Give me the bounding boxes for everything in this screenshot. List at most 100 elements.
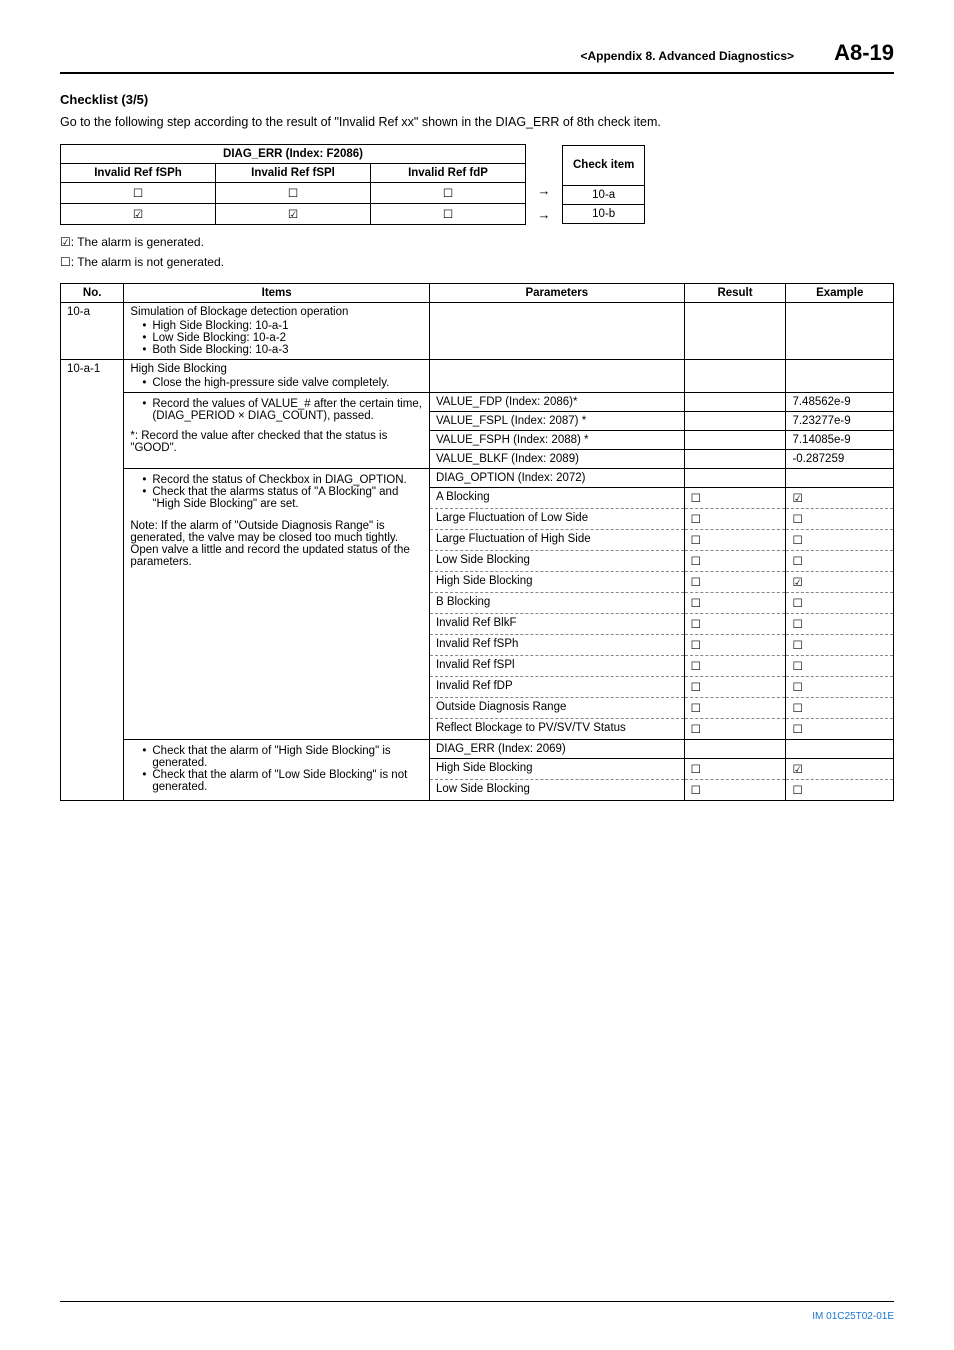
param: Invalid Ref BlkF bbox=[429, 614, 684, 635]
row-no-empty bbox=[61, 393, 124, 412]
bullet: Check that the alarms status of "A Block… bbox=[142, 486, 423, 510]
param-head: DIAG_OPTION (Index: 2072) bbox=[429, 469, 684, 488]
param: Invalid Ref fDP bbox=[429, 677, 684, 698]
row-no-empty bbox=[61, 572, 124, 593]
row-no-empty bbox=[61, 759, 124, 780]
example: ☑ bbox=[786, 572, 894, 593]
row-items: Record the status of Checkbox in DIAG_OP… bbox=[124, 469, 430, 740]
result bbox=[684, 469, 786, 488]
example: ☐ bbox=[786, 509, 894, 530]
row-result bbox=[684, 360, 786, 393]
result bbox=[684, 450, 786, 469]
param: VALUE_BLKF (Index: 2089) bbox=[429, 450, 684, 469]
arrow-icon: → bbox=[538, 181, 551, 201]
row-no-empty bbox=[61, 593, 124, 614]
result: ☐ bbox=[684, 509, 786, 530]
result: ☐ bbox=[684, 593, 786, 614]
diag-note: Note: If the alarm of "Outside Diagnosis… bbox=[130, 520, 423, 568]
result: ☐ bbox=[684, 759, 786, 780]
result: ☐ bbox=[684, 614, 786, 635]
diag-cell: ☐ bbox=[216, 182, 371, 203]
example: -0.287259 bbox=[786, 450, 894, 469]
row-params bbox=[429, 303, 684, 360]
row-no-empty bbox=[61, 530, 124, 551]
result: ☐ bbox=[684, 551, 786, 572]
bullet: High Side Blocking: 10-a-1 bbox=[142, 320, 423, 332]
example: ☐ bbox=[786, 551, 894, 572]
diag-col-1: Invalid Ref fSPl bbox=[216, 163, 371, 182]
param: VALUE_FSPL (Index: 2087) * bbox=[429, 412, 684, 431]
example: ☐ bbox=[786, 780, 894, 801]
result bbox=[684, 393, 786, 412]
result: ☐ bbox=[684, 488, 786, 509]
appendix-label: <Appendix 8. Advanced Diagnostics> bbox=[580, 49, 794, 63]
diag-col-2: Invalid Ref fdP bbox=[371, 163, 526, 182]
bullet: Both Side Blocking: 10-a-3 bbox=[142, 344, 423, 356]
param: Outside Diagnosis Range bbox=[429, 698, 684, 719]
page-header: <Appendix 8. Advanced Diagnostics> A8-19 bbox=[60, 40, 894, 74]
bullet: Record the status of Checkbox in DIAG_OP… bbox=[142, 474, 423, 486]
param: Invalid Ref fSPh bbox=[429, 635, 684, 656]
param: B Blocking bbox=[429, 593, 684, 614]
param: Low Side Blocking bbox=[429, 780, 684, 801]
result: ☐ bbox=[684, 780, 786, 801]
param: VALUE_FDP (Index: 2086)* bbox=[429, 393, 684, 412]
row-result bbox=[684, 303, 786, 360]
example: ☐ bbox=[786, 614, 894, 635]
th-params: Parameters bbox=[429, 284, 684, 303]
legend-off: ☐: The alarm is not generated. bbox=[60, 255, 894, 269]
row-no-empty bbox=[61, 551, 124, 572]
row-no-empty bbox=[61, 469, 124, 488]
result: ☐ bbox=[684, 677, 786, 698]
row-no-empty bbox=[61, 431, 124, 450]
legend-on: ☑: The alarm is generated. bbox=[60, 235, 894, 249]
check-row: 10-b bbox=[563, 204, 645, 223]
bullet: Check that the alarm of "Low Side Blocki… bbox=[142, 769, 423, 793]
diag-cell: ☑ bbox=[216, 203, 371, 224]
diag-table-title: DIAG_ERR (Index: F2086) bbox=[61, 144, 526, 163]
example: 7.14085e-9 bbox=[786, 431, 894, 450]
bullet: Check that the alarm of "High Side Block… bbox=[142, 745, 423, 769]
param: A Blocking bbox=[429, 488, 684, 509]
row-no-empty bbox=[61, 656, 124, 677]
example: ☐ bbox=[786, 677, 894, 698]
result bbox=[684, 412, 786, 431]
result: ☐ bbox=[684, 656, 786, 677]
example: ☐ bbox=[786, 530, 894, 551]
param: High Side Blocking bbox=[429, 759, 684, 780]
intro-text: Go to the following step according to th… bbox=[60, 115, 894, 129]
page-number: A8-19 bbox=[834, 40, 894, 66]
items-title: High Side Blocking bbox=[130, 363, 227, 375]
diag-col-0: Invalid Ref fSPh bbox=[61, 163, 216, 182]
result: ☐ bbox=[684, 719, 786, 740]
top-tables: DIAG_ERR (Index: F2086) Invalid Ref fSPh… bbox=[60, 143, 894, 225]
result bbox=[684, 431, 786, 450]
footer-docid: IM 01C25T02-01E bbox=[812, 1311, 894, 1322]
diag-cell: ☐ bbox=[61, 182, 216, 203]
param: Low Side Blocking bbox=[429, 551, 684, 572]
example: 7.23277e-9 bbox=[786, 412, 894, 431]
row-no-empty bbox=[61, 698, 124, 719]
row-no-empty bbox=[61, 614, 124, 635]
diag-cell: ☐ bbox=[371, 182, 526, 203]
diag-cell: ☐ bbox=[371, 203, 526, 224]
row-no-empty bbox=[61, 740, 124, 759]
record-note: *: Record the value after checked that t… bbox=[130, 430, 423, 454]
row-no-empty bbox=[61, 780, 124, 801]
example: ☐ bbox=[786, 719, 894, 740]
result: ☐ bbox=[684, 572, 786, 593]
param: VALUE_FSPH (Index: 2088) * bbox=[429, 431, 684, 450]
param: High Side Blocking bbox=[429, 572, 684, 593]
result: ☐ bbox=[684, 530, 786, 551]
row-example bbox=[786, 360, 894, 393]
row-items: Record the values of VALUE_# after the c… bbox=[124, 393, 430, 469]
row-no-empty bbox=[61, 450, 124, 469]
row-items: Check that the alarm of "High Side Block… bbox=[124, 740, 430, 801]
items-text: Simulation of Blockage detection operati… bbox=[130, 306, 348, 318]
row-no-empty bbox=[61, 677, 124, 698]
row-items: Simulation of Blockage detection operati… bbox=[124, 303, 430, 360]
result: ☐ bbox=[684, 698, 786, 719]
row-example bbox=[786, 303, 894, 360]
example: ☑ bbox=[786, 488, 894, 509]
bullet: Close the high-pressure side valve compl… bbox=[142, 377, 423, 389]
